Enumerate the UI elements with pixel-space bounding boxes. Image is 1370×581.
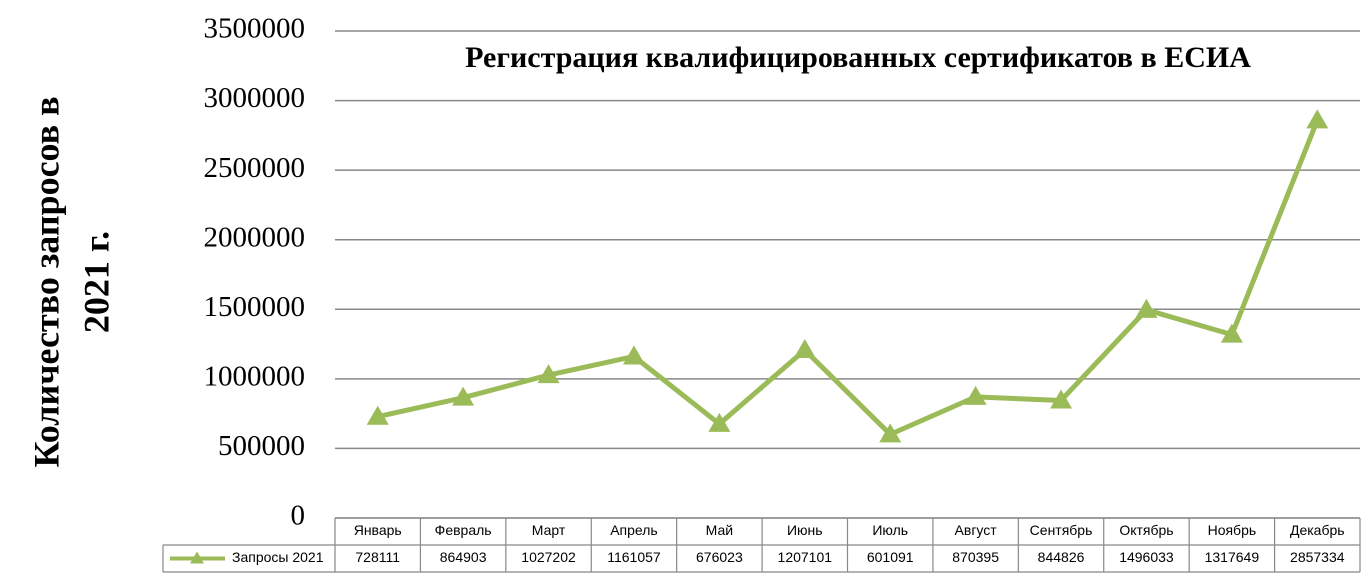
x-tick-label: Июль — [872, 522, 908, 538]
y-tick-label: 500000 — [218, 430, 305, 462]
marker — [366, 405, 389, 425]
legend-label: Запросы 2021 — [232, 549, 324, 565]
marker — [452, 386, 475, 406]
table-value: 676023 — [696, 549, 743, 565]
table-value: 1317649 — [1205, 549, 1260, 565]
y-tick-label: 0 — [291, 500, 306, 532]
table-value: 864903 — [440, 549, 487, 565]
marker — [537, 364, 560, 384]
marker — [1135, 298, 1158, 318]
table-value: 1161057 — [607, 549, 661, 565]
marker — [1050, 389, 1073, 409]
y-label-line: 2021 г. — [76, 231, 116, 333]
table-value: 1496033 — [1119, 549, 1174, 565]
marker — [1306, 109, 1329, 129]
x-tick-label: Февраль — [435, 522, 492, 538]
table-value: 2857334 — [1290, 549, 1345, 565]
marker — [1220, 323, 1243, 343]
x-tick-label: Апрель — [610, 522, 658, 538]
legend-marker — [190, 551, 204, 564]
x-tick-label: Январь — [354, 522, 402, 538]
table-value: 870395 — [952, 549, 999, 565]
y-tick-label: 1500000 — [204, 291, 306, 323]
y-tick-label: 3500000 — [204, 13, 306, 45]
table-value: 728111 — [355, 549, 400, 565]
line — [377, 119, 1320, 437]
x-tick-label: Октябрь — [1119, 522, 1173, 538]
x-tick-label: Сентябрь — [1030, 522, 1093, 538]
table-value: 601091 — [867, 549, 914, 565]
y-label-line: Количество запросов в — [26, 96, 66, 467]
x-tick-label: Декабрь — [1290, 522, 1345, 538]
marker — [708, 412, 731, 432]
y-tick-label: 1000000 — [204, 361, 306, 393]
marker — [964, 385, 987, 405]
x-tick-label: Март — [532, 522, 566, 538]
table-value: 844826 — [1038, 549, 1085, 565]
x-tick-label: Июнь — [787, 522, 823, 538]
chart-title: Регистрация квалифицированных сертификат… — [465, 41, 1251, 74]
y-tick-label: 3000000 — [204, 82, 306, 114]
marker — [793, 339, 816, 359]
y-tick-label: 2000000 — [204, 221, 306, 253]
x-tick-label: Май — [706, 522, 733, 538]
marker — [622, 345, 645, 365]
marker — [879, 423, 902, 443]
table-value: 1027202 — [521, 549, 576, 565]
table-value: 1207101 — [778, 549, 833, 565]
y-tick-label: 2500000 — [204, 152, 306, 184]
x-tick-label: Ноябрь — [1208, 522, 1257, 538]
y-axis-label: Количество запросов в 2021 г. — [26, 96, 116, 467]
x-tick-label: Август — [955, 522, 998, 538]
